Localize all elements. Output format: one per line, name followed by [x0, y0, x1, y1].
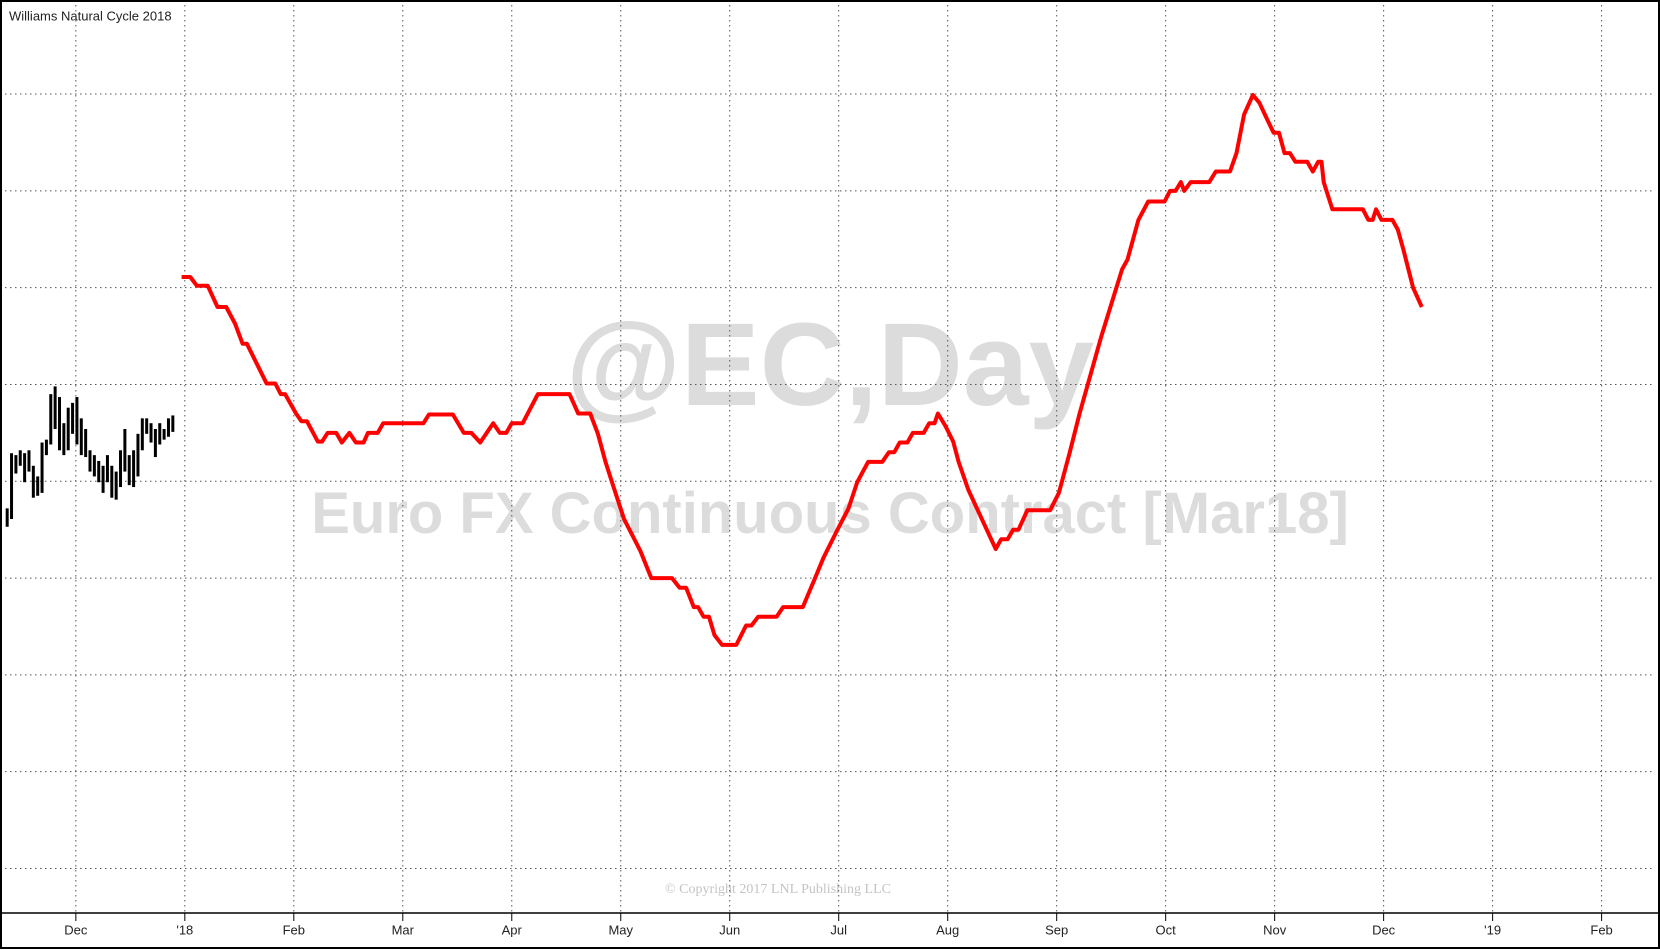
x-tick-label: '18: [176, 922, 193, 937]
x-tick-label: Aug: [936, 922, 959, 937]
x-tick-label: Feb: [283, 922, 305, 937]
x-tick-label: Jul: [830, 922, 847, 937]
x-tick-label: Dec: [64, 922, 88, 937]
x-tick-label: Mar: [392, 922, 415, 937]
cycle-line: [181, 93, 1424, 647]
x-tick-label: Dec: [1372, 922, 1396, 937]
chart-title: Williams Natural Cycle 2018: [9, 8, 172, 23]
copyright: © Copyright 2017 LNL Publishing LLC: [665, 882, 891, 897]
x-tick-label: Apr: [502, 922, 523, 937]
watermark-subtitle: Euro FX Continuous Contract [Mar18]: [311, 481, 1349, 546]
x-tick-label: Nov: [1263, 922, 1287, 937]
x-tick-label: Jun: [719, 922, 740, 937]
watermark: @EC,Day: [566, 299, 1094, 431]
x-tick-label: Sep: [1045, 922, 1068, 937]
x-tick-label: Oct: [1156, 922, 1177, 937]
x-tick-label: May: [608, 922, 633, 937]
x-tick-label: Feb: [1590, 922, 1612, 937]
x-tick-label: '19: [1484, 922, 1501, 937]
